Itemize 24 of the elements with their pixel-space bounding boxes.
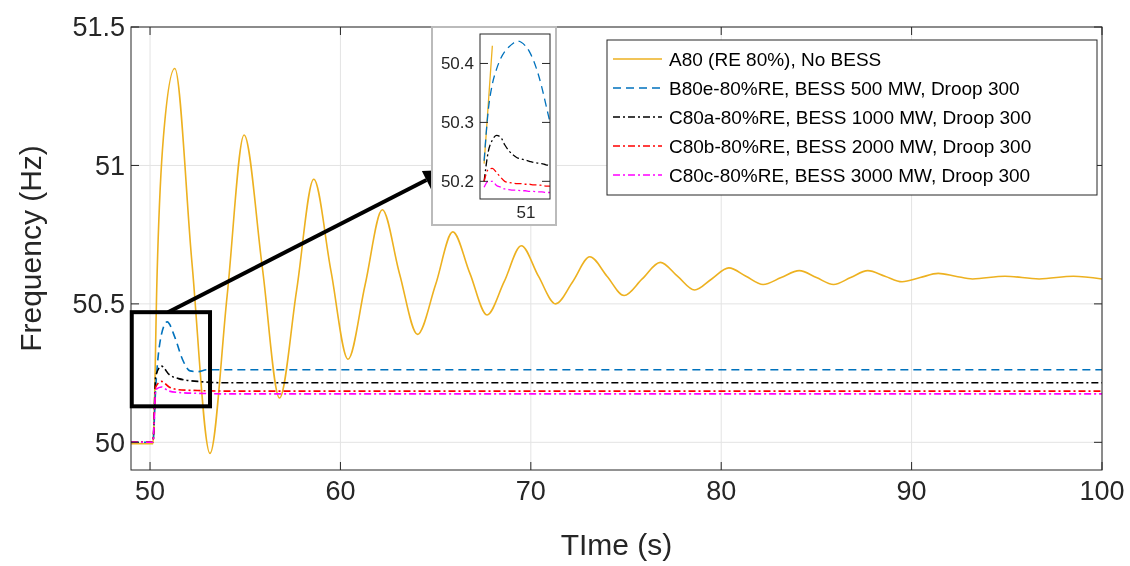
x-tick-label: 60 [325, 475, 356, 506]
line-series [483, 40, 550, 162]
y-tick-label: 50.2 [440, 172, 474, 192]
x-axis-title: TIme (s) [560, 528, 673, 561]
legend-label: C80b-80%RE, BESS 2000 MW, Droop 300 [669, 135, 1032, 157]
line-series [483, 180, 550, 194]
y-axis-title: Frequency (Hz) [14, 145, 47, 352]
x-tick-label: 100 [1079, 475, 1125, 506]
legend-label: B80e-80%RE, BESS 500 MW, Droop 300 [669, 77, 1020, 99]
y-tick-label: 50.4 [440, 54, 474, 74]
y-tick-label: 50 [94, 427, 125, 458]
legend-label: C80c-80%RE, BESS 3000 MW, Droop 300 [669, 164, 1031, 186]
x-tick-label: 80 [706, 475, 737, 506]
annotation: 51 [516, 202, 536, 222]
y-tick-label: 51 [94, 150, 125, 181]
x-tick-label: 70 [515, 475, 546, 506]
y-tick-label: 51.5 [72, 12, 125, 43]
legend-label: A80 (RE 80%), No BESS [669, 48, 882, 70]
line-series [483, 167, 550, 187]
legend-label: C80a-80%RE, BESS 1000 MW, Droop 300 [669, 106, 1032, 128]
y-tick-label: 50.3 [440, 113, 474, 133]
x-tick-label: 90 [896, 475, 927, 506]
x-tick-label: 50 [135, 475, 166, 506]
y-tick-label: 50.5 [72, 289, 125, 320]
